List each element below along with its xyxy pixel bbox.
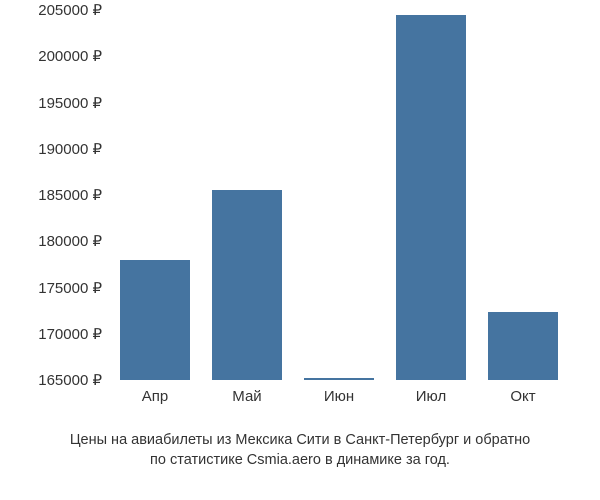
chart-caption: Цены на авиабилеты из Мексика Сити в Сан…: [0, 430, 600, 471]
price-chart: 165000 ₽ 170000 ₽ 175000 ₽ 180000 ₽ 185000 ₽…: [0, 0, 600, 420]
y-tick-label: 165000 ₽: [38, 371, 102, 389]
x-tick-label: Июл: [416, 388, 446, 405]
y-tick-label: 190000 ₽: [38, 140, 102, 158]
bar: [488, 312, 558, 380]
y-tick-label: 200000 ₽: [38, 47, 102, 65]
y-tick-label: 185000 ₽: [38, 186, 102, 204]
caption-line-2: по статистике Csmia.aero в динамике за г…: [10, 450, 590, 470]
x-tick-label: Май: [232, 388, 261, 405]
bar: [396, 15, 466, 380]
y-axis: 165000 ₽170000 ₽175000 ₽180000 ₽185000 ₽…: [0, 0, 110, 380]
plot-area: [110, 10, 580, 380]
x-axis: Апр Май Июн Июл Окт: [110, 388, 580, 418]
y-tick-label: 170000 ₽: [38, 325, 102, 343]
x-tick-label: Июн: [324, 388, 354, 405]
x-tick-label: Апр: [142, 388, 168, 405]
y-tick-label: 180000 ₽: [38, 232, 102, 250]
y-tick-label: 195000 ₽: [38, 94, 102, 112]
bar: [120, 260, 190, 380]
y-tick-label: 175000 ₽: [38, 279, 102, 297]
caption-line-1: Цены на авиабилеты из Мексика Сити в Сан…: [10, 430, 590, 450]
bar: [212, 190, 282, 380]
x-tick-label: Окт: [510, 388, 535, 405]
bar: [304, 378, 374, 380]
y-tick-label: 205000 ₽: [38, 1, 102, 19]
